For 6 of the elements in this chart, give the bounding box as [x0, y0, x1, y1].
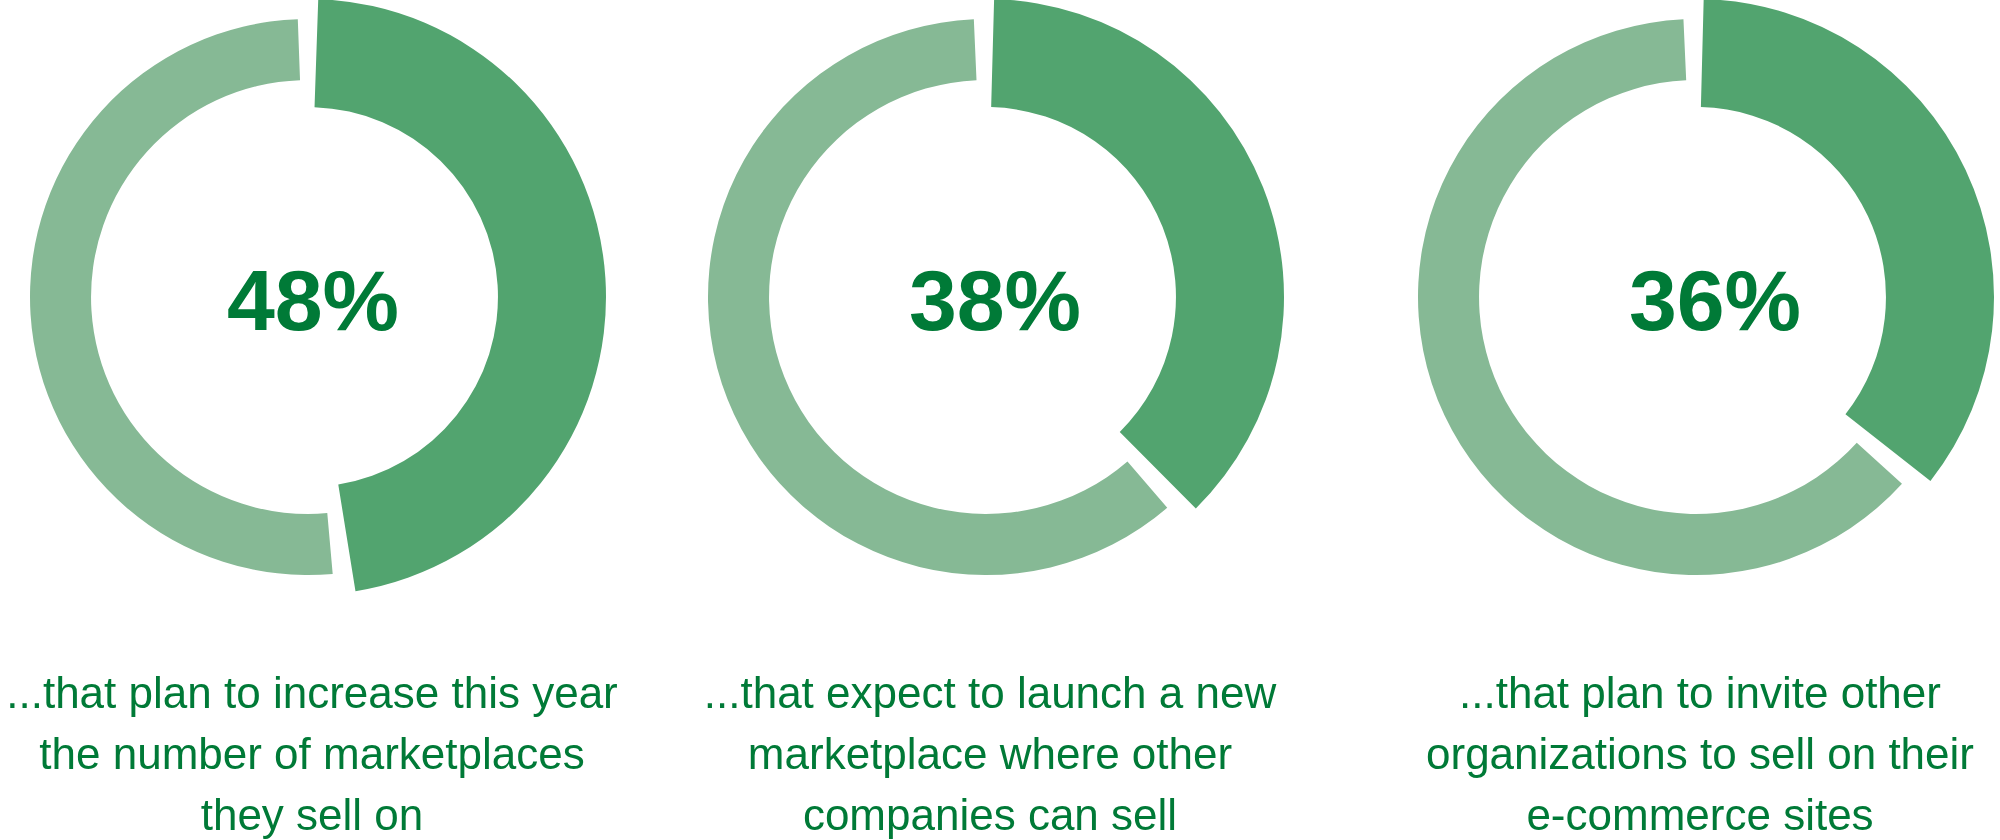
data-label: 38%	[908, 252, 1082, 348]
chart-title: ...that expect to launch a new marketplace where other companies can sell	[703, 668, 1277, 839]
data-label: 36%	[1628, 252, 1802, 348]
data-label: 48%	[226, 252, 400, 348]
chart-title: ...that plan to invite other organizations to sell on their e-commerce sites	[1426, 668, 1974, 839]
chart-title: ...that plan to increase this year the number of marketplaces they sell on	[6, 668, 618, 839]
